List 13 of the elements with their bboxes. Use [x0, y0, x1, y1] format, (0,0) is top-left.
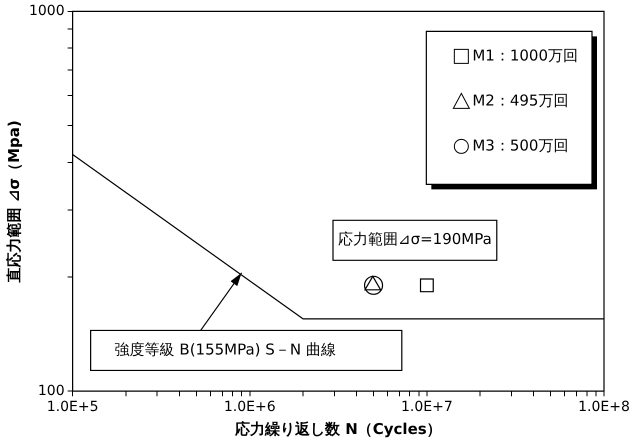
y-tick-label: 100	[38, 382, 65, 399]
y-axis-title: 直応力範囲 ⊿σ（Mpa)	[4, 120, 23, 284]
x-tick-label: 1.0E+5	[46, 399, 99, 416]
x-tick-label: 1.0E+6	[224, 399, 276, 416]
x-axis-title: 応力繰り返し数 N（Cycles）	[234, 420, 442, 438]
y-tick-label: 1000	[28, 3, 65, 20]
legend-label: M3：500万回	[472, 136, 568, 154]
annotation: 強度等級 B(155MPa) S－N 曲線	[114, 340, 336, 358]
legend-label: M2：495万回	[472, 91, 568, 110]
annotation: 応力範囲⊿σ=190MPa	[338, 230, 492, 248]
x-tick-label: 1.0E+8	[578, 399, 630, 416]
x-tick-label: 1.0E+7	[401, 399, 453, 416]
legend-label: M1：1000万回	[472, 46, 578, 64]
